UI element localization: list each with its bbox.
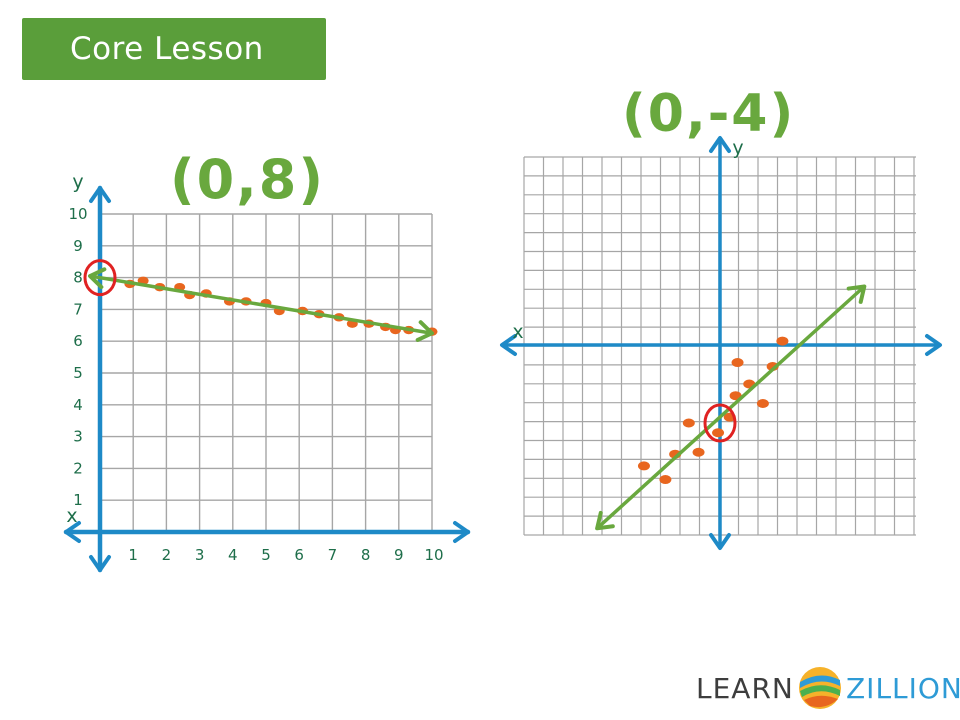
y-tick-label: 3 — [73, 428, 83, 446]
x-tick-label: 4 — [228, 546, 238, 564]
trend-line-arrow-start — [595, 510, 615, 531]
y-axis-arrow-down — [89, 555, 111, 572]
y-tick-label: 8 — [73, 269, 83, 287]
data-point — [731, 358, 744, 368]
x-axis-label: x — [512, 321, 523, 343]
x-tick-label: 6 — [294, 546, 304, 564]
trend-line — [88, 274, 434, 335]
y-tick-label: 2 — [73, 459, 83, 477]
y-tick-label: 10 — [68, 205, 87, 223]
learnzillion-logo: LEARN ZILLION — [696, 664, 960, 712]
trend-line-arrow-end — [415, 320, 434, 342]
data-point — [637, 461, 650, 471]
y-axis-arrow-up — [89, 186, 111, 203]
x-axis-arrow-left — [64, 521, 81, 543]
x-tick-label: 2 — [162, 546, 172, 564]
y-tick-label: 6 — [73, 332, 83, 350]
y-tick-label: 9 — [73, 237, 83, 255]
x-tick-label: 3 — [195, 546, 205, 564]
x-axis-arrow-right — [925, 334, 942, 356]
y-tick-label: 4 — [73, 396, 83, 414]
y-axis-arrow-down — [709, 533, 731, 550]
data-point — [692, 447, 705, 457]
x-tick-label: 9 — [394, 546, 404, 564]
x-tick-label: 8 — [361, 546, 371, 564]
y-tick-label: 1 — [73, 491, 83, 509]
data-point — [682, 418, 695, 428]
x-tick-label: 7 — [328, 546, 338, 564]
core-lesson-banner: Core Lesson — [22, 18, 326, 80]
learnzillion-swirl-icon — [799, 667, 841, 709]
y-intercept-highlight-circle — [703, 403, 737, 443]
y-axis-label: y — [732, 137, 743, 159]
data-point — [776, 336, 789, 346]
data-point — [756, 399, 769, 408]
trend-line — [595, 284, 867, 531]
logo-learn-text: LEARN — [696, 672, 794, 705]
y-axis-label: y — [72, 171, 83, 193]
y-tick-label: 7 — [73, 300, 83, 318]
x-tick-label: 5 — [261, 546, 271, 564]
trend-line-arrow-end — [846, 284, 867, 304]
x-axis-arrow-right — [453, 521, 470, 543]
x-axis-label: x — [66, 505, 77, 527]
x-axis-arrow-left — [500, 334, 517, 356]
trend-line-arrow-start — [88, 267, 107, 290]
data-point — [712, 428, 725, 438]
y-axis-arrow-up — [709, 136, 731, 153]
banner-label: Core Lesson — [70, 31, 264, 67]
data-point — [659, 475, 672, 485]
left-intercept-annotation: (0,8) — [170, 148, 326, 211]
x-tick-label: 10 — [424, 546, 443, 564]
x-tick-label: 1 — [128, 546, 138, 564]
y-tick-label: 5 — [73, 364, 83, 382]
right-intercept-annotation: (0,-4) — [622, 84, 796, 144]
y-intercept-highlight-circle — [83, 259, 117, 297]
logo-zillion-text: ZILLION — [846, 672, 960, 705]
